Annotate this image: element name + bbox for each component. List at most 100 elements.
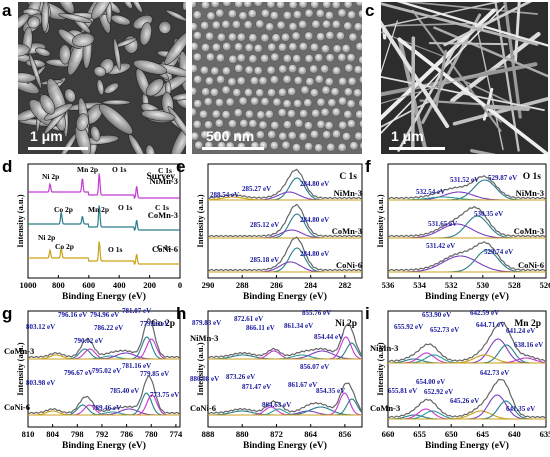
sem-nanoparticle — [243, 20, 253, 30]
sem-nanoparticle — [322, 19, 331, 29]
sem-nanoparticle — [201, 43, 211, 52]
sem-nanoparticle — [269, 141, 279, 151]
sem-nanoparticle — [277, 108, 287, 118]
sem-nanoparticle — [331, 2, 341, 10]
x-tick-label: 888 — [202, 429, 215, 439]
sem-flake — [130, 2, 143, 13]
y-axis-label: Intensity (a.u.) — [375, 342, 385, 395]
scale-label-c: 1 μm — [391, 128, 424, 144]
sem-nanowire — [443, 2, 533, 47]
sem-flake — [98, 103, 133, 135]
peak-label: 803.98 eV — [26, 379, 55, 387]
chart-title: Mn 2p — [514, 319, 541, 329]
peak-label: 779.85 eV — [140, 370, 169, 378]
sem-nanoparticle — [260, 33, 270, 43]
sem-nanoparticle — [234, 2, 244, 9]
sem-nanoparticle — [358, 75, 362, 84]
peak-label: 652.73 eV — [430, 326, 459, 334]
sem-nanoparticle — [228, 54, 238, 64]
x-tick-label: 798 — [71, 429, 84, 439]
peak-annotation: O 1s — [112, 165, 126, 174]
peak-label: 644.71 eV — [476, 321, 505, 329]
sem-texture-c — [381, 2, 548, 154]
y-axis-label: Intensity (a.u.) — [15, 342, 25, 395]
sem-flake — [172, 92, 186, 101]
peak-label: 654.00 eV — [416, 378, 445, 386]
sem-flake — [110, 14, 131, 26]
peak-label: 531.65 eV — [428, 220, 457, 228]
x-tick-label: 532 — [445, 280, 458, 290]
chart-title: Ni 2p — [335, 319, 357, 329]
experimental-spectrum-line — [207, 323, 363, 359]
sem-nanoparticle — [253, 43, 263, 53]
sem-nanowire — [397, 36, 462, 152]
sem-nanoparticle — [244, 43, 254, 53]
sem-nanoparticle — [304, 8, 314, 18]
sem-nanowire — [381, 20, 450, 129]
peak-label: 645.26 eV — [450, 397, 479, 405]
sample-label: CoNi-6 — [190, 403, 216, 413]
peak-label: 861.34 eV — [284, 322, 313, 330]
peak-label: 641.35 eV — [506, 405, 535, 413]
sem-nanoparticle — [355, 109, 362, 119]
sem-nanoparticle — [315, 9, 325, 18]
panel-label-e: e — [176, 157, 186, 176]
peak-label: 796.16 eV — [58, 311, 87, 319]
sem-nanoparticle — [344, 63, 354, 73]
sem-nanoparticle — [205, 52, 215, 62]
sem-nanoparticle — [234, 42, 243, 52]
sem-nanoparticle — [287, 87, 297, 96]
sem-flake — [158, 20, 172, 34]
sem-nanoparticle — [309, 64, 319, 74]
sample-label: NiMn-3 — [516, 188, 544, 198]
sem-flake — [182, 2, 186, 11]
experimental-spectrum-line — [387, 206, 547, 238]
xps-mn2p-chart: 660 655 650 645 640 635 Binding Energy (eV) Int… — [370, 309, 550, 451]
sem-flake — [102, 99, 131, 106]
sem-nanowire — [411, 9, 502, 132]
sem-nanoparticle — [330, 87, 340, 97]
peak-label: 773.75 eV — [150, 391, 179, 399]
sem-nanoparticle — [258, 120, 268, 130]
plot-frame — [27, 310, 181, 428]
sem-nanoparticle — [269, 11, 279, 20]
y-axis-label: Intensity (a.u.) — [195, 194, 205, 247]
sem-nanoparticle — [215, 98, 224, 107]
sem-flake — [141, 109, 176, 122]
x-tick-label: 635 — [540, 429, 550, 439]
peak-label: 790.02 eV — [74, 337, 103, 345]
sem-nanoparticle — [322, 2, 332, 9]
sem-flake — [91, 2, 112, 20]
x-axis-label: Binding Energy (eV) — [62, 440, 146, 451]
sem-nanoparticle — [193, 99, 203, 109]
sem-nanoparticle — [276, 2, 286, 9]
sem-nanoparticle — [337, 52, 347, 62]
x-tick-label: 526 — [540, 280, 550, 290]
sem-nanoparticle — [233, 108, 243, 118]
panel-label-g: g — [2, 304, 13, 323]
sem-nanoparticle — [338, 120, 348, 130]
sem-nanoparticle — [281, 32, 291, 42]
sem-image-b: 500 nm — [192, 2, 362, 154]
x-tick-label: 534 — [413, 280, 427, 290]
peak-label: 866.11 eV — [246, 324, 275, 332]
sem-nanoparticle — [343, 109, 353, 119]
sem-nanoparticle — [260, 97, 270, 107]
xps-ni2p-chart: 888 880 872 864 856 Binding Energy (eV) Intens… — [190, 309, 363, 451]
peak-label: 284.80 eV — [300, 180, 329, 188]
sem-nanowire — [411, 36, 416, 148]
sem-nanowire — [482, 87, 494, 121]
sem-nanoparticle — [211, 20, 221, 30]
sem-nanoparticle — [236, 76, 246, 86]
sem-nanoparticle — [357, 9, 362, 19]
peak-label: 532.54 eV — [416, 188, 445, 196]
sem-nanoparticle — [221, 66, 231, 76]
peak-label: 653.90 eV — [422, 311, 451, 319]
chart-title: O 1s — [523, 172, 542, 182]
sem-nanoparticle — [244, 109, 254, 119]
sample-label: CoNi-6 — [336, 260, 362, 270]
sem-nanoparticle — [287, 131, 297, 141]
sem-nanoparticle — [270, 52, 280, 62]
sem-nanoparticle — [192, 10, 202, 20]
sem-nanoparticle — [320, 64, 330, 74]
